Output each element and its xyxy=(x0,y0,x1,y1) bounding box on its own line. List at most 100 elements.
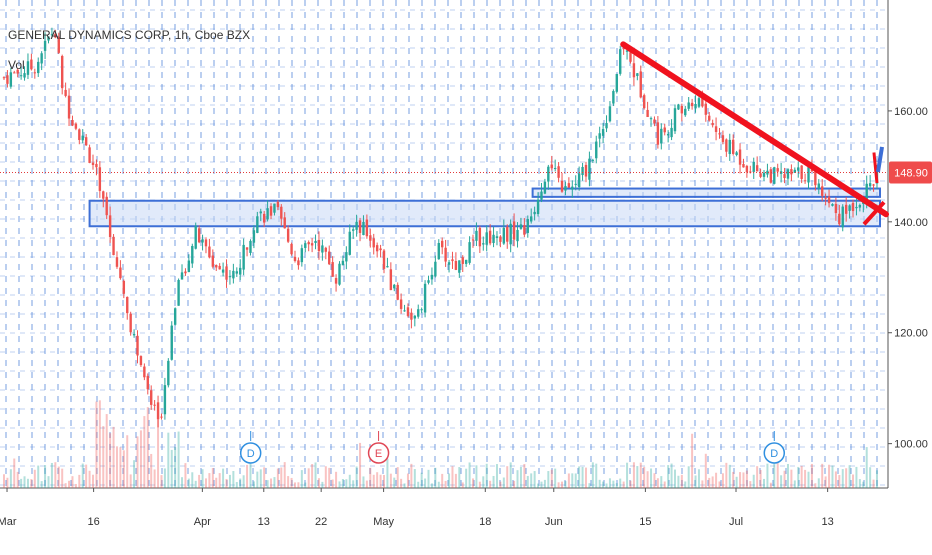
candle-body xyxy=(60,56,64,89)
volume-bar xyxy=(759,470,762,488)
volume-bar xyxy=(239,478,242,488)
volume-bar xyxy=(865,447,868,488)
candle-body xyxy=(485,232,488,245)
candle-body xyxy=(721,135,725,142)
candle-body xyxy=(403,310,406,312)
volume-bar xyxy=(605,483,608,488)
volume-bar xyxy=(697,469,700,488)
candle-body xyxy=(71,119,74,126)
volume-bar xyxy=(61,468,64,488)
volume-bar xyxy=(513,480,516,488)
volume-bar xyxy=(643,466,646,488)
volume-bar xyxy=(139,430,142,488)
candle-body xyxy=(612,91,615,104)
candle-body xyxy=(160,416,163,418)
volume-bar xyxy=(533,471,536,488)
candle-body xyxy=(831,204,834,206)
candle-body xyxy=(492,234,495,244)
volume-bar xyxy=(684,481,687,488)
candle-body xyxy=(646,109,649,118)
time-tick-label: 13 xyxy=(258,516,270,528)
volume-bar xyxy=(54,462,57,488)
volume-bar xyxy=(328,467,331,488)
candle-body xyxy=(331,262,334,277)
candle-body xyxy=(239,267,242,275)
volume-bar xyxy=(321,481,324,488)
candle-body xyxy=(797,167,800,171)
volume-bar xyxy=(578,466,581,488)
candle-body xyxy=(23,73,26,78)
candle-body xyxy=(471,239,475,241)
volume-bar xyxy=(252,481,255,488)
volume-bar xyxy=(16,471,19,488)
candle-body xyxy=(427,280,430,283)
candle-body xyxy=(478,227,482,247)
candle-body xyxy=(666,133,670,136)
volume-bar xyxy=(519,466,522,488)
volume-bar xyxy=(619,478,622,488)
volume-bar xyxy=(472,478,475,488)
volume-bar xyxy=(420,472,423,488)
candle-body xyxy=(167,360,170,386)
volume-bar xyxy=(454,473,457,488)
volume-bar xyxy=(831,465,834,488)
candle-body xyxy=(410,312,413,320)
volume-bar xyxy=(773,462,776,488)
volume-bar xyxy=(855,466,858,488)
volume-bar xyxy=(355,466,358,488)
candle-body xyxy=(215,265,218,268)
candle-body xyxy=(218,265,221,270)
candle-body xyxy=(345,252,348,262)
candle-body xyxy=(475,230,478,241)
volume-bar xyxy=(691,433,694,488)
candle-body xyxy=(146,375,149,390)
candle-body xyxy=(365,219,369,237)
candle-body xyxy=(711,122,714,126)
candle-body xyxy=(119,267,122,279)
candle-body xyxy=(13,72,16,74)
resistance-zone xyxy=(531,187,881,198)
volume-bar xyxy=(650,468,653,488)
candle-body xyxy=(307,242,310,245)
candle-body xyxy=(464,259,468,264)
volume-bar xyxy=(739,472,742,488)
candle-body xyxy=(790,169,793,175)
volume-bar xyxy=(725,462,728,488)
candle-body xyxy=(434,261,437,277)
candle-body xyxy=(242,244,245,270)
candle-body xyxy=(276,201,280,208)
candle-body xyxy=(588,158,591,180)
candle-body xyxy=(841,206,844,228)
candle-body xyxy=(447,262,451,265)
volume-bar xyxy=(307,468,310,488)
price-tick-label: 140.00 xyxy=(894,217,928,229)
time-tick-label: Apr xyxy=(194,516,211,528)
candle-body xyxy=(786,169,790,179)
candle-body xyxy=(536,199,540,215)
volume-bar xyxy=(133,460,136,488)
candle-body xyxy=(317,240,321,252)
volume-bar xyxy=(639,462,642,488)
volume-bar xyxy=(270,478,273,488)
symbol-title: GENERAL DYNAMICS CORP, 1h, Cboe BZX xyxy=(8,28,251,42)
candle-body xyxy=(324,247,328,252)
volume-bar xyxy=(711,476,714,488)
volume-bar xyxy=(622,481,625,488)
volume-bar xyxy=(852,474,855,488)
candle-body xyxy=(601,129,605,136)
volume-bar xyxy=(663,481,666,488)
candle-body xyxy=(84,137,88,146)
volume-bar xyxy=(574,473,577,488)
candle-body xyxy=(406,307,410,316)
volume-bar xyxy=(341,478,344,488)
volume-bar xyxy=(126,435,129,488)
candle-body xyxy=(714,126,718,132)
volume-bar xyxy=(372,474,375,488)
candle-body xyxy=(115,257,119,267)
volume-bar xyxy=(424,478,427,488)
volume-bar xyxy=(396,467,399,488)
volume-bar xyxy=(735,476,738,488)
